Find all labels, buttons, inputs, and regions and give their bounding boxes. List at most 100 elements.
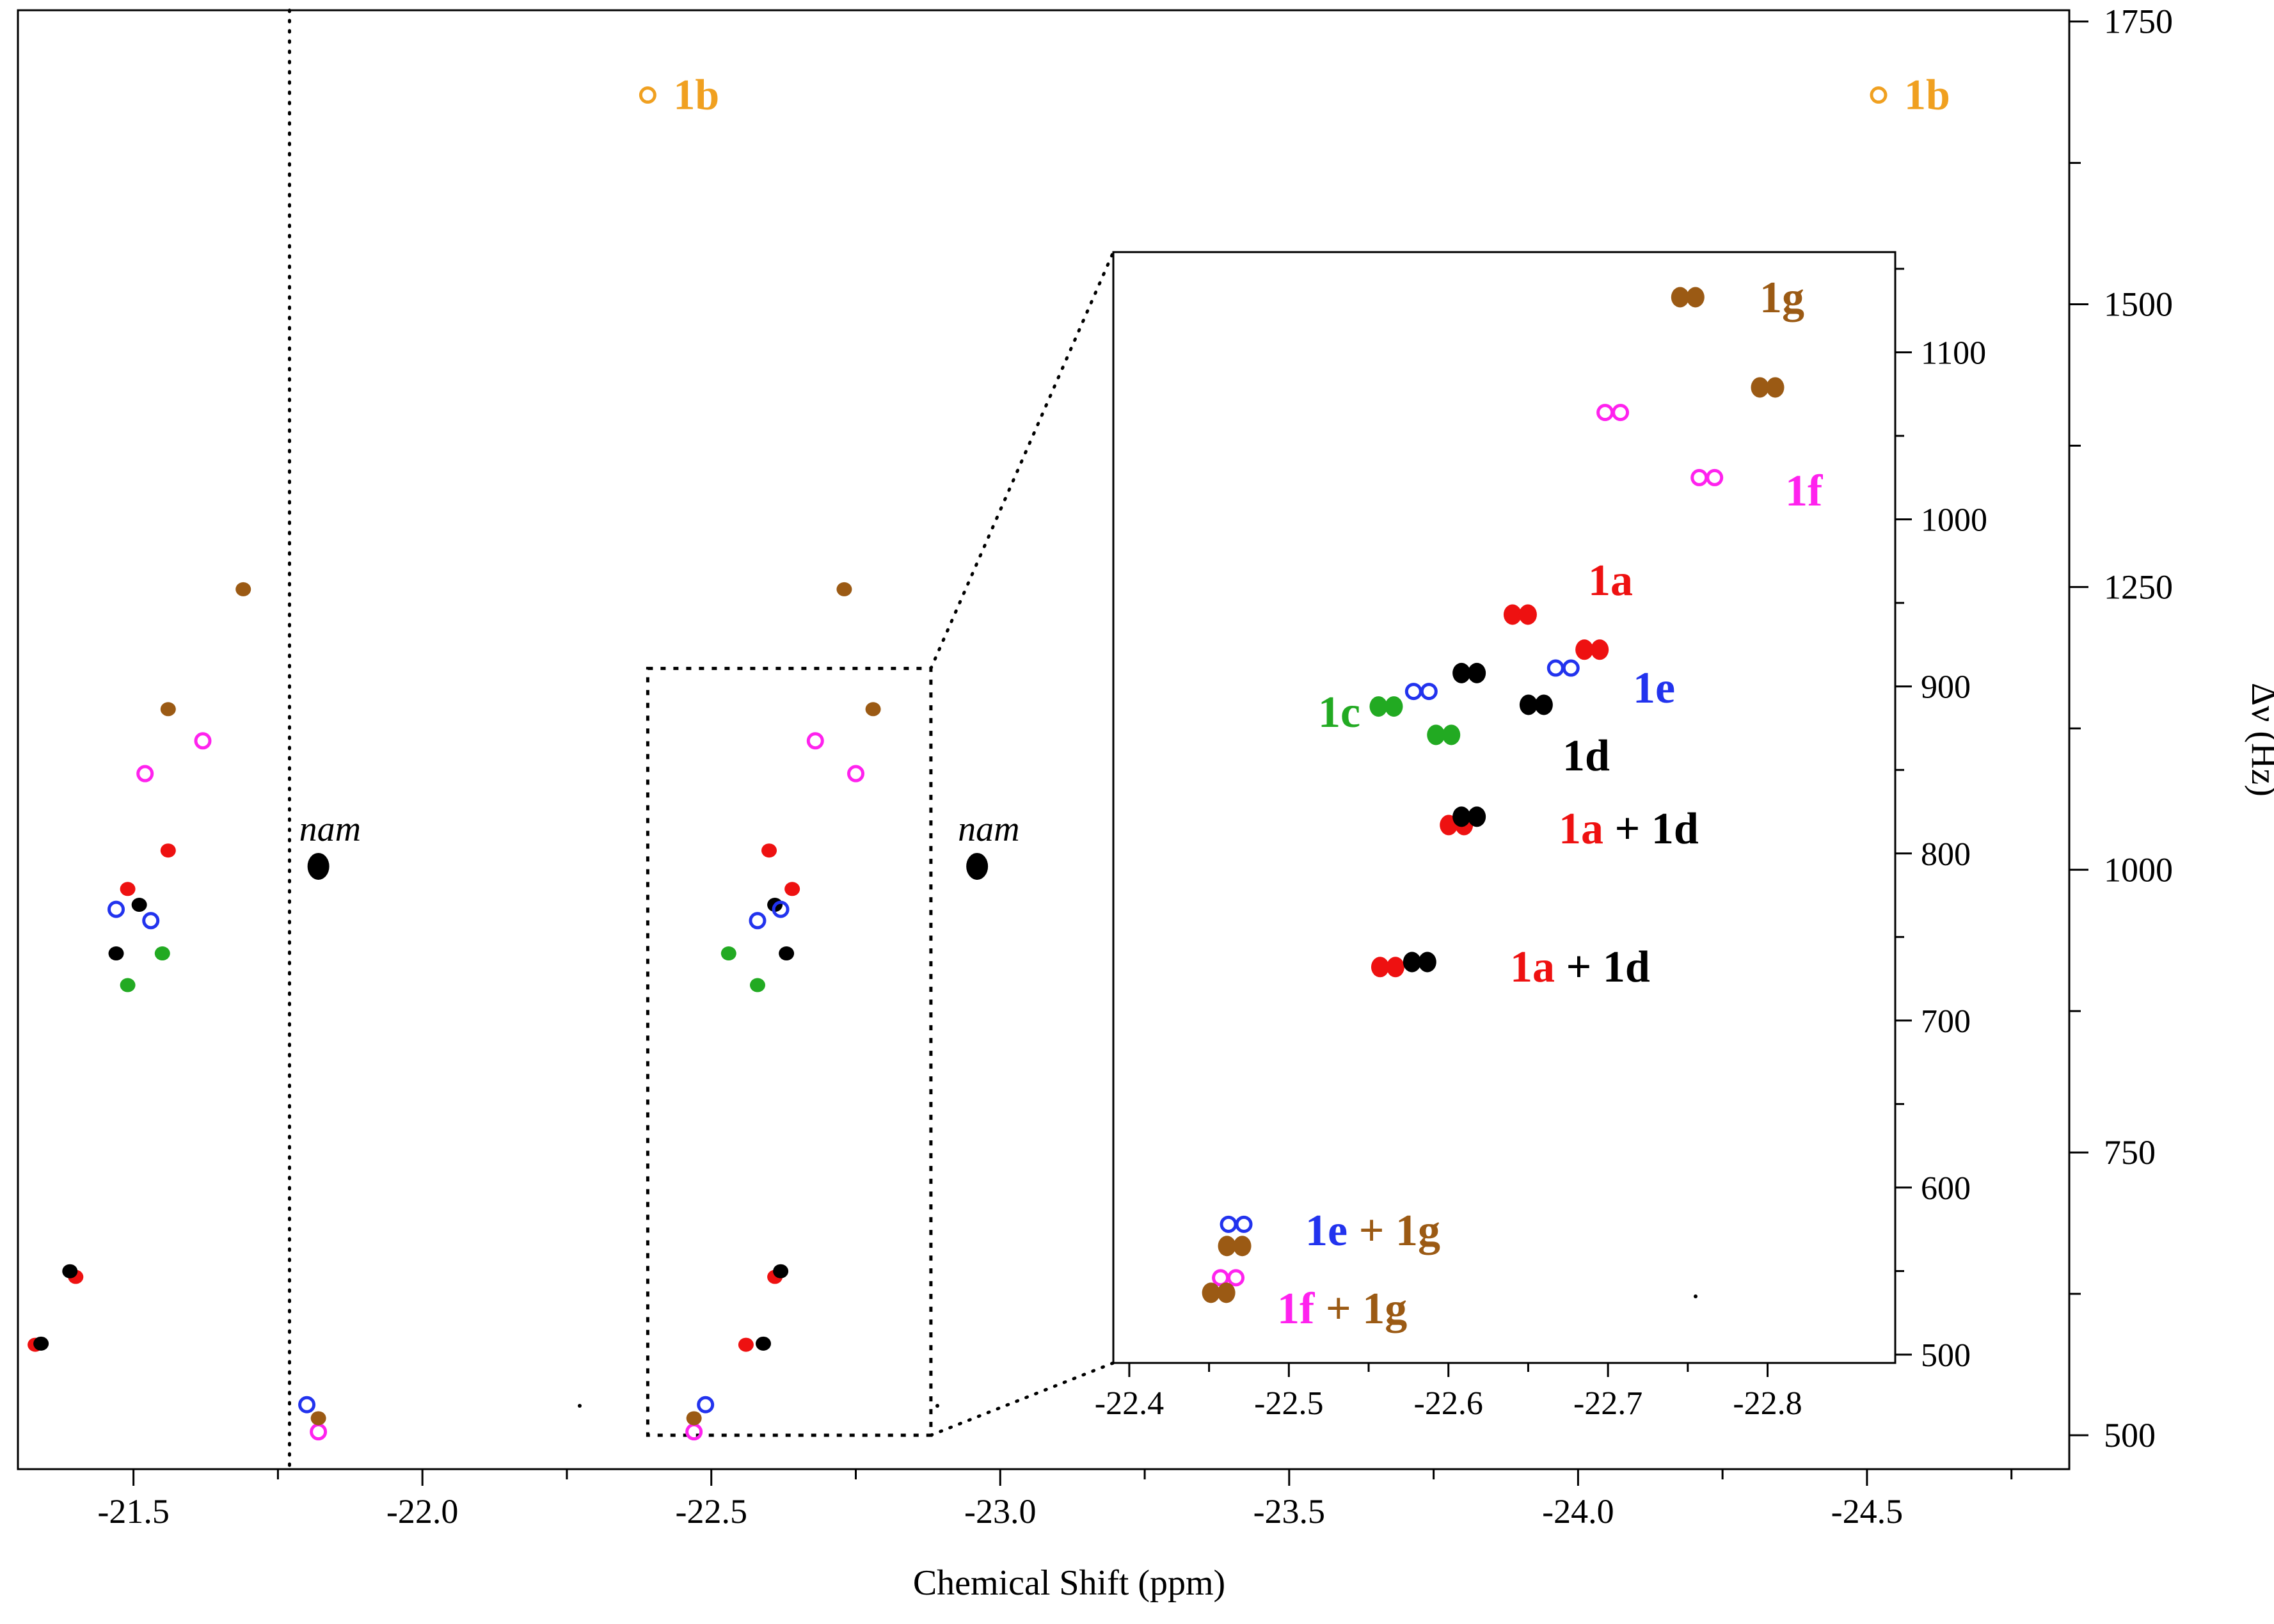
inset-x-tick-label: -22.7 xyxy=(1573,1385,1642,1422)
peak-marker-1a xyxy=(120,882,136,896)
peak-marker-1e xyxy=(142,912,160,930)
inset-peak-marker-1g xyxy=(1671,287,1689,308)
peak-marker-1f xyxy=(847,765,864,783)
nam-label: nam xyxy=(958,809,1019,849)
inset-series-label-part: 1e xyxy=(1305,1206,1348,1255)
peak-marker-1c xyxy=(749,978,765,992)
inset-peak-marker-1a xyxy=(1371,957,1389,978)
peak-marker-1d xyxy=(773,1264,789,1278)
inset-peak-marker-1d xyxy=(1418,951,1436,973)
inset-series-label: 1e xyxy=(1633,664,1675,713)
inset-peak-marker-1d xyxy=(1468,806,1486,827)
nam-peak xyxy=(966,852,989,880)
y-axis-tick-label: 500 xyxy=(2104,1416,2156,1454)
series-label-1b: 1b xyxy=(673,70,719,119)
peak-marker-1e xyxy=(107,900,125,918)
inset-x-tick-label: -22.4 xyxy=(1095,1385,1164,1422)
inset-series-label-part: + xyxy=(1555,943,1603,992)
inset-peak-marker-1c xyxy=(1427,724,1445,745)
peak-marker-1c xyxy=(154,946,170,961)
inset-series-label-part: 1c xyxy=(1318,688,1360,737)
inset-peak-marker-1a xyxy=(1503,604,1522,625)
inset-peak-marker-1g xyxy=(1218,1236,1236,1257)
inset-peak-marker-1e xyxy=(1562,659,1580,677)
inset-series-label-part: 1d xyxy=(1603,943,1650,992)
inset-peak-marker-1f xyxy=(1706,468,1724,486)
inset-peak-marker-1g xyxy=(1686,287,1705,308)
inset-peak-marker-1c xyxy=(1385,696,1403,717)
inset-series-label-part: 1f xyxy=(1277,1284,1315,1333)
peak-marker-1a xyxy=(160,843,176,858)
inset-series-label-part: 1g xyxy=(1760,273,1804,322)
inset-series-label-part: 1e xyxy=(1633,664,1675,713)
inset-series-label: 1g xyxy=(1760,273,1804,322)
peak-marker-1e xyxy=(749,912,767,930)
series-label-1b: 1b xyxy=(1904,70,1950,119)
x-axis-title: Chemical Shift (ppm) xyxy=(913,1563,1225,1603)
peak-marker-1d xyxy=(62,1264,78,1278)
peak-marker-1d xyxy=(779,946,795,961)
inset-series-label: 1a xyxy=(1588,556,1633,605)
peak-marker-1a xyxy=(761,843,777,858)
peak-marker-1f xyxy=(806,732,824,750)
inset-series-label: 1f + 1g xyxy=(1277,1284,1407,1333)
inset-x-tick-label: -22.6 xyxy=(1414,1385,1483,1422)
inset-peak-marker-1g xyxy=(1766,377,1785,398)
inset-series-label-part: 1f xyxy=(1785,466,1823,516)
y-axis-tick-label: 750 xyxy=(2104,1133,2156,1172)
peak-marker-1d xyxy=(33,1336,49,1351)
peak-marker-1g xyxy=(865,702,881,717)
y-axis-tick-label: 1750 xyxy=(2104,3,2173,41)
peak-marker-1d xyxy=(108,946,124,961)
peak-marker-1e xyxy=(772,900,790,918)
inset-y-tick-label: 1100 xyxy=(1921,335,1986,372)
inset-series-label-part: 1a xyxy=(1588,556,1633,605)
nam-label: nam xyxy=(299,809,361,849)
x-axis-tick-label: -22.0 xyxy=(386,1492,458,1531)
x-axis-tick-label: -22.5 xyxy=(675,1492,747,1531)
inset-series-label: 1d xyxy=(1562,731,1610,781)
peak-marker-1c xyxy=(720,946,736,961)
inset-y-tick-label: 500 xyxy=(1921,1337,1971,1374)
inset-series-label: 1c xyxy=(1318,688,1360,737)
inset-peak-marker-1e xyxy=(1420,683,1438,701)
inset-peak-marker-1c xyxy=(1442,724,1461,745)
inset-series-label: 1a + 1d xyxy=(1510,943,1650,992)
y-axis-title: Δν (Hz) xyxy=(2244,683,2274,797)
inset-y-tick-label: 900 xyxy=(1921,669,1971,706)
peak-marker-1g xyxy=(160,702,176,717)
peak-marker-1a xyxy=(738,1337,754,1352)
peak-marker-1g xyxy=(686,1411,702,1426)
peak-marker-1b xyxy=(639,86,656,104)
noise-dot xyxy=(1694,1294,1698,1298)
peak-marker-1e xyxy=(298,1396,316,1413)
inset-y-tick-label: 600 xyxy=(1921,1170,1971,1207)
inset-series-label: 1e + 1g xyxy=(1305,1206,1440,1255)
inset-series-label-part: 1a xyxy=(1510,943,1555,992)
inset-x-tick-label: -22.5 xyxy=(1254,1385,1323,1422)
inset-peak-marker-1d xyxy=(1452,662,1471,683)
peak-marker-1a xyxy=(784,882,800,896)
x-axis-tick-label: -23.5 xyxy=(1253,1492,1325,1531)
inset-y-tick-label: 800 xyxy=(1921,836,1971,873)
inset-peak-marker-1d xyxy=(1452,806,1471,827)
inset-y-tick-label: 1000 xyxy=(1921,502,1987,539)
inset-series-label-part: + xyxy=(1603,804,1651,854)
noise-dot xyxy=(935,1404,939,1408)
peak-marker-1f xyxy=(685,1423,703,1441)
peak-marker-1f xyxy=(194,732,212,750)
main-plot-frame xyxy=(17,9,2071,1470)
inset-series-label: 1f xyxy=(1785,466,1823,516)
inset-series-label-part: 1g xyxy=(1362,1284,1407,1333)
peak-marker-1d xyxy=(131,898,147,912)
y-axis-tick-label: 1000 xyxy=(2104,850,2173,889)
inset-series-label: 1a + 1d xyxy=(1559,804,1699,854)
inset-peak-marker-1d xyxy=(1519,694,1538,715)
inset-peak-marker-1g xyxy=(1202,1282,1220,1303)
inset-peak-marker-1a xyxy=(1575,639,1594,660)
inset-plot-frame xyxy=(1112,251,1896,1364)
inset-peak-marker-1g xyxy=(1233,1236,1252,1257)
peak-marker-1d xyxy=(755,1336,771,1351)
inset-peak-marker-1a xyxy=(1386,957,1404,978)
zoom-connector-line xyxy=(929,1361,1115,1437)
